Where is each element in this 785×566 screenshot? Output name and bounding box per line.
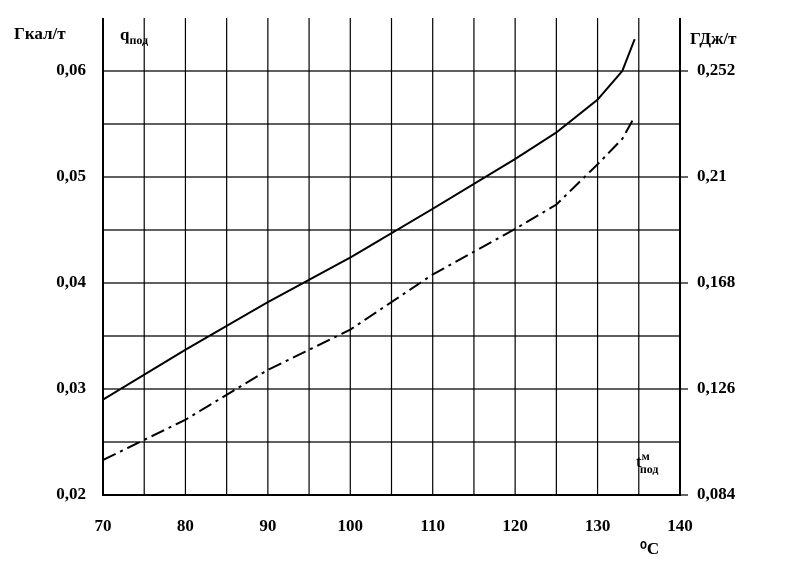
y2-tick-label: 0,168 <box>697 272 735 291</box>
x-tick-label: 80 <box>177 516 194 535</box>
y2-tick-label: 0,21 <box>697 166 727 185</box>
y2-tick-label: 0,084 <box>697 484 736 503</box>
y-tick-label: 0,06 <box>56 60 86 79</box>
series-line <box>102 38 636 401</box>
y2-tick-label: 0,252 <box>697 60 735 79</box>
y2-axis-label: ГДж/т <box>690 29 737 48</box>
y-tick-label: 0,03 <box>56 378 86 397</box>
y-tick-label: 0,02 <box>56 484 86 503</box>
x-tick-label: 110 <box>420 516 445 535</box>
axis-frame <box>102 18 681 496</box>
y-tick-label: 0,04 <box>56 272 86 291</box>
x-axis-unit: ⁰C <box>640 539 659 558</box>
x-tick-label: 140 <box>667 516 693 535</box>
series-label-sub: под <box>129 33 148 47</box>
series-line <box>102 116 636 461</box>
x-tick-label: 70 <box>95 516 112 535</box>
x-axis-label-sub: под <box>640 462 659 476</box>
x-axis-label-sup: м <box>642 449 650 463</box>
series-label: qпод <box>120 25 148 47</box>
x-tick-label: 130 <box>585 516 611 535</box>
y2-tick-label: 0,126 <box>697 378 735 397</box>
y-tick-label: 0,05 <box>56 166 86 185</box>
y-axis-label: Гкал/т <box>14 24 66 43</box>
x-tick-label: 100 <box>338 516 364 535</box>
x-tick-label: 120 <box>502 516 528 535</box>
series-label-main: q <box>120 25 130 44</box>
x-tick-label: 90 <box>259 516 276 535</box>
